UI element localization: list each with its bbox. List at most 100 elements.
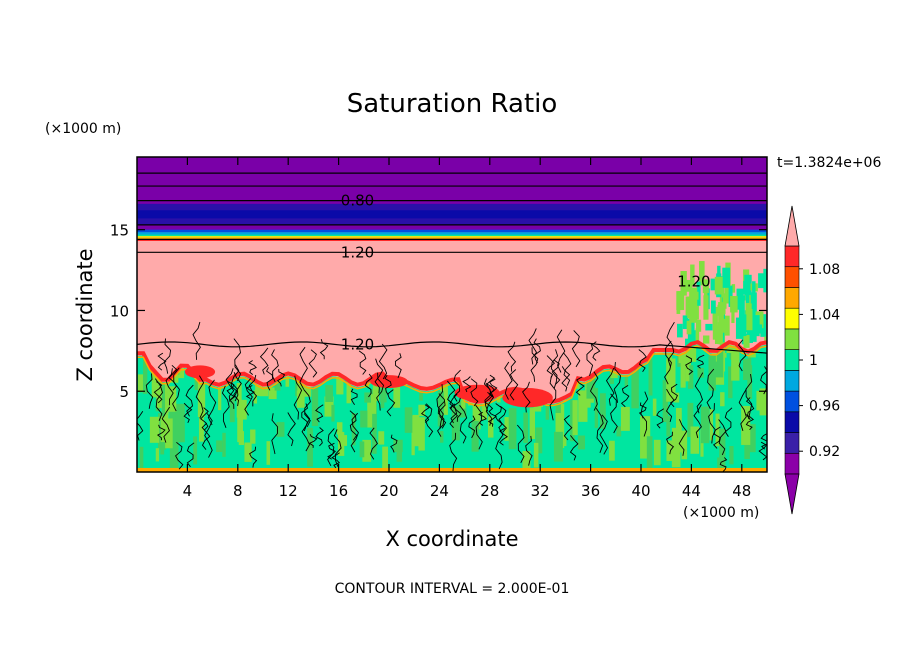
turbulent-streak [731,344,740,381]
turbulent-streak [412,414,420,447]
contour-line [266,367,274,391]
contour-labels: 0.80 1.20 1.20 1.20 [341,192,711,354]
contour-line [708,403,716,444]
cloud-patch [746,318,753,343]
contour-line [233,372,242,407]
cloud-patch [743,280,749,295]
cloud-patch [722,267,731,288]
turbulent-streak [720,392,725,407]
contour-line [475,404,483,450]
turbulent-streak [555,403,565,448]
turbulent-streak [418,417,425,451]
turbulent-streak [437,391,444,427]
turbulent-streak [681,430,688,460]
cloud-patch [731,284,736,293]
colorbar-label: 1 [809,353,818,369]
contour-line [384,374,392,396]
turbulent-streak [346,371,352,404]
contour-line [327,442,336,460]
turbulent-streak [362,439,372,462]
turbulent-streak [652,398,657,416]
y-units-label: (×1000 m) [45,121,121,137]
turbulent-streak [198,409,204,442]
contour-line [669,383,678,408]
turbulent-streak [687,402,694,438]
turbulent-streak [741,405,751,445]
contour-line [172,367,180,412]
colorbar-over-arrow [784,205,800,247]
contour-line [201,422,211,450]
contour-line [718,419,727,456]
cloud-patch [730,295,738,313]
contour-lines [137,172,767,472]
turbulent-streak [360,410,368,428]
turbulent-streak [378,431,385,445]
contour-line [495,427,504,470]
turbulent-streak [697,367,704,378]
contour-line [599,414,609,455]
contour-line [390,434,398,453]
contour-line [745,414,755,431]
colorbar-swatch [784,411,800,433]
contour-line [271,349,279,383]
turbulent-streak [535,427,543,454]
cloud-patch [739,314,747,337]
contour-line [446,380,456,409]
contour-line [453,369,461,402]
turbulent-streak [276,422,285,437]
contour-line [745,397,755,420]
turbulent-streak [690,337,697,362]
time-label: t=1.3824e+06 [777,155,881,171]
contour-line [613,362,621,403]
y-tick-label: 5 [119,383,129,401]
supersaturation-edge [137,339,767,404]
turbulent-streak [715,413,720,447]
turbulent-streak [508,408,517,450]
x-units-label: (×1000 m) [683,505,759,521]
contour-line [145,373,154,409]
cloud-patch [703,295,709,320]
contour-line [693,404,702,439]
colorbar-swatch [784,287,800,309]
turbulent-streak [688,365,694,389]
contour-line [358,350,367,375]
cloud-patch [685,338,692,347]
turbulent-streak [393,380,401,408]
contour-interval-footer: CONTOUR INTERVAL = 2.000E-01 [335,581,570,597]
contour-line [315,427,324,447]
turbulent-streak [266,441,271,465]
contour-line [678,419,688,456]
turbulent-streak [382,446,389,471]
contour-line [186,442,195,468]
contour-line [303,389,311,428]
x-tick-label: 32 [531,482,550,500]
cloud-patch [745,287,750,303]
turbulent-streak [160,414,169,443]
contour-line [561,366,571,392]
contour-line [293,375,303,420]
contour-line [563,352,572,386]
contour-line [462,376,472,393]
contour-line [586,343,594,377]
turbulent-streak [487,416,494,438]
contour-line [551,359,561,385]
turbulent-streak [577,435,585,450]
cloud-patch [736,288,744,310]
contour-line [571,330,581,368]
contour-line [484,392,494,413]
turbulent-streak [719,428,726,469]
contour-line [499,427,509,446]
contour-line [468,415,476,439]
turbulent-streak [236,382,242,418]
contour-line [185,384,194,417]
turbulent-streak [440,377,448,415]
turbulent-streak [193,436,198,465]
contour-line [137,341,767,354]
cloud-patch [753,315,760,337]
cloud-patch [745,308,753,331]
turbulent-streak [250,429,256,444]
contour-line [595,408,604,453]
turbulent-streak [457,400,467,418]
contour-line [516,424,525,464]
